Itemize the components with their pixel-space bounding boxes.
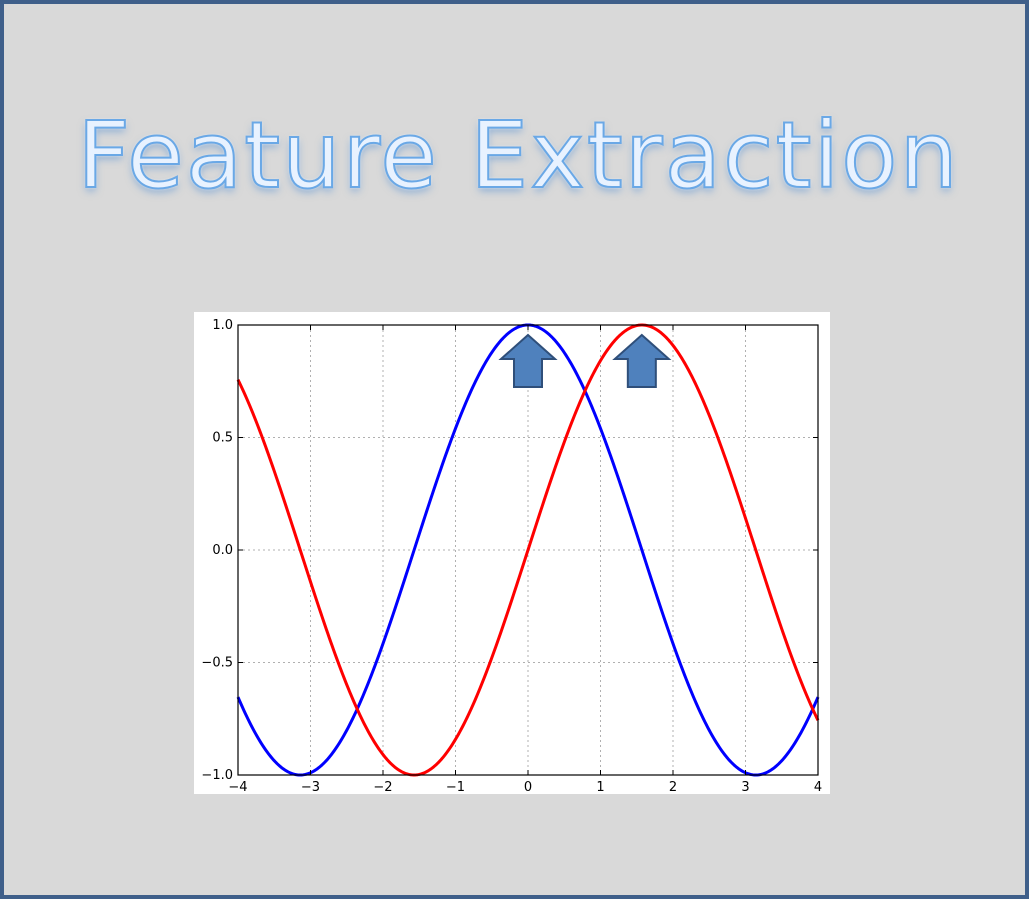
y-tick-label: 1.0 (212, 318, 233, 333)
x-tick-label: −4 (228, 780, 247, 794)
x-tick-label: 2 (669, 780, 677, 794)
x-tick-label: −1 (446, 780, 465, 794)
line-chart: −4 −3 −2 −1 0 1 2 3 4 −1.0 −0.5 0.0 0.5 1.0 (201, 318, 822, 794)
series-line-2 (236, 323, 820, 777)
tick-layer: −4 −3 −2 −1 0 1 2 3 4 −1.0 −0.5 0.0 0.5 1.0 (201, 318, 822, 794)
chart-figure: −4 −3 −2 −1 0 1 2 3 4 −1.0 −0.5 0.0 0.5 1.0 (194, 312, 830, 794)
x-tick-label: 1 (596, 780, 604, 794)
x-tick-label: 4 (814, 780, 822, 794)
x-tick-label: −2 (373, 780, 392, 794)
y-tick-label: 0.5 (212, 431, 233, 446)
y-tick-label: −0.5 (201, 656, 233, 671)
y-tick-label: 0.0 (212, 543, 233, 558)
x-tick-label: −3 (301, 780, 320, 794)
y-tick-label: −1.0 (201, 768, 233, 783)
peak-arrow-icon (612, 333, 672, 388)
x-tick-label: 0 (524, 780, 532, 794)
x-tick-label: 3 (741, 780, 749, 794)
annotation-layer (498, 333, 672, 388)
peak-arrow-icon (498, 333, 558, 388)
slide-title: Feature Extraction (76, 101, 960, 210)
